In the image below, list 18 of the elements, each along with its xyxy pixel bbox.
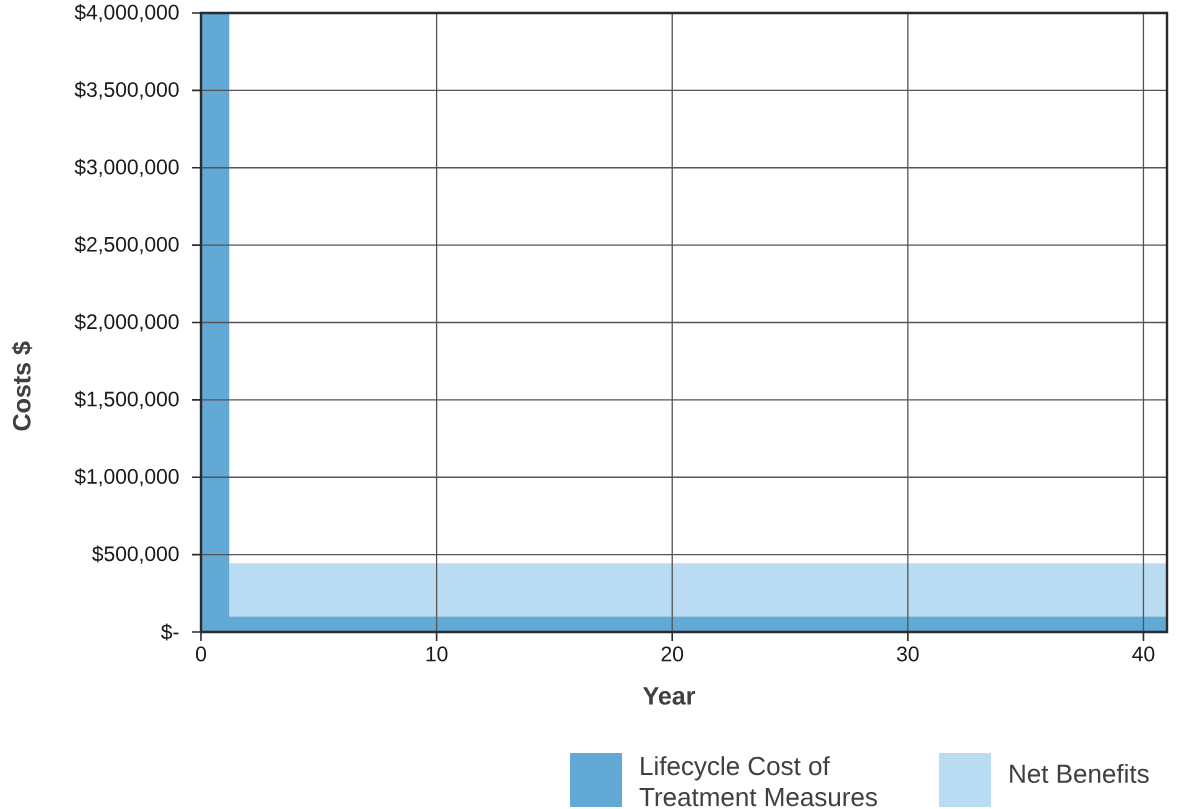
x-tick-label: 20 — [661, 646, 684, 662]
x-tick-label: 0 — [195, 646, 207, 662]
y-tick-label: $1,000,000 — [74, 468, 179, 487]
x-tick-label: 40 — [1132, 646, 1155, 662]
x-tick-label: 10 — [426, 646, 448, 662]
y-tick-label: $1,500,000 — [74, 390, 179, 409]
y-tick-label: $500,000 — [92, 545, 179, 564]
y-tick-label: $2,000,000 — [74, 313, 179, 332]
y-tick-label: $4,000,000 — [74, 3, 179, 23]
x-axis-title: Year — [643, 687, 696, 705]
legend-label: Lifecycle Cost of Treatment Measures — [639, 756, 877, 807]
legend-label: Net Benefits — [1010, 763, 1149, 784]
y-tick-label: $3,000,000 — [74, 158, 179, 177]
y-tick-label: $- — [161, 623, 179, 641]
y-axis-title: Costs $ — [11, 341, 33, 431]
y-tick-label: $3,500,000 — [74, 81, 179, 100]
y-tick-label: $2,500,000 — [74, 236, 179, 255]
x-tick-label: 30 — [896, 646, 919, 662]
